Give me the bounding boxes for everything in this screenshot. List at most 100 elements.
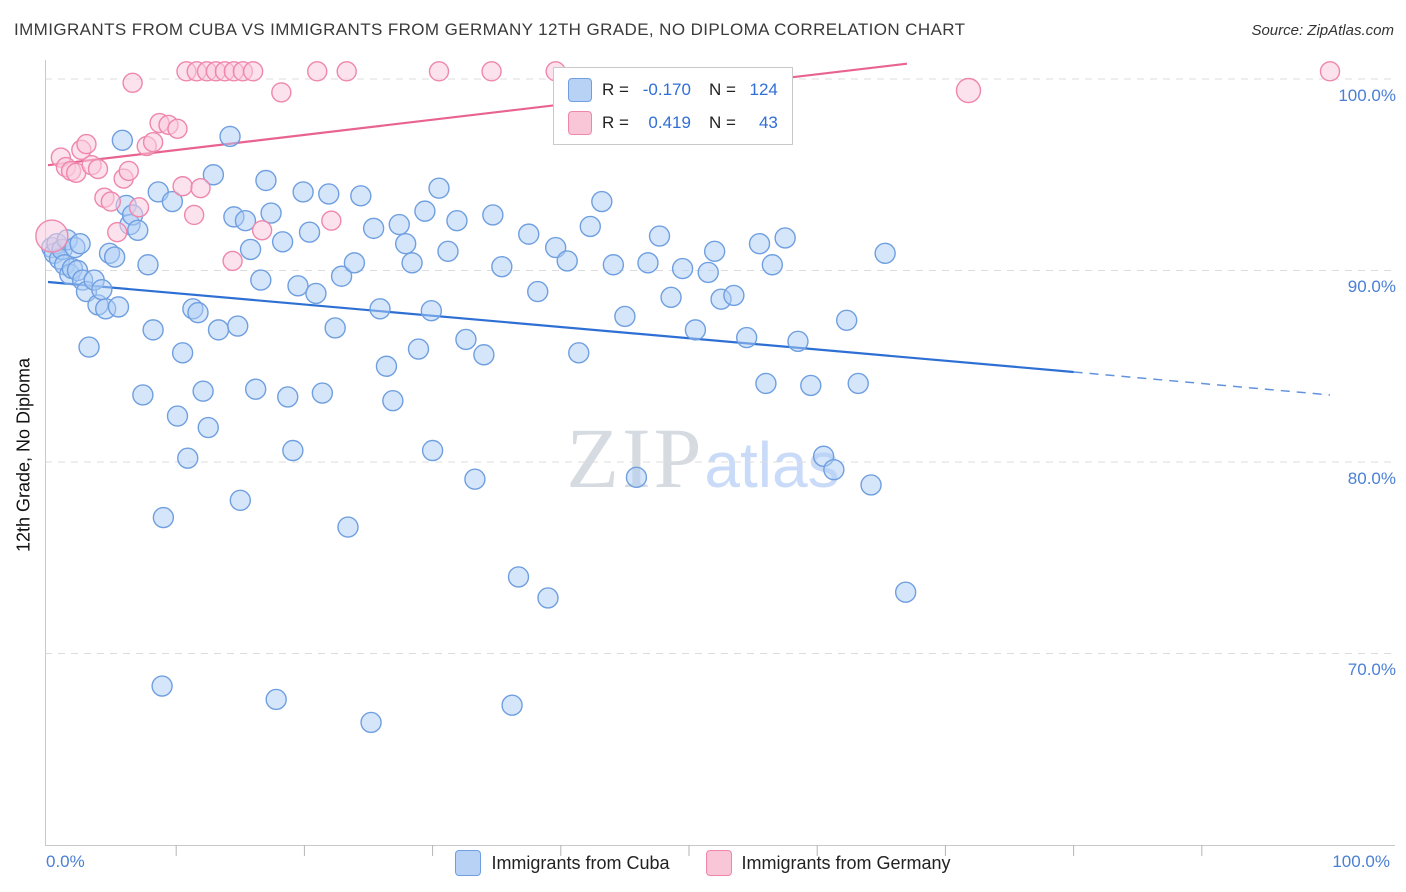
data-point-cuba[interactable] (755, 372, 777, 395)
data-point-cuba[interactable] (234, 210, 257, 232)
data-point-germany[interactable] (172, 176, 193, 197)
data-point-cuba[interactable] (171, 342, 194, 364)
data-point-cuba[interactable] (298, 221, 321, 243)
data-point-cuba[interactable] (382, 390, 404, 412)
data-point-cuba[interactable] (330, 265, 353, 287)
data-point-cuba[interactable] (219, 125, 241, 148)
data-point-cuba[interactable] (78, 336, 100, 358)
data-point-germany[interactable] (428, 61, 450, 82)
data-point-cuba[interactable] (394, 232, 417, 255)
data-point-cuba[interactable] (748, 232, 771, 255)
data-point-cuba[interactable] (229, 489, 252, 511)
data-point-germany[interactable] (955, 77, 982, 104)
data-point-cuba[interactable] (202, 164, 225, 186)
data-point-cuba[interactable] (464, 468, 486, 490)
data-point-cuba[interactable] (437, 240, 459, 263)
data-point-cuba[interactable] (823, 458, 845, 481)
data-point-cuba[interactable] (518, 223, 540, 245)
data-point-germany[interactable] (76, 133, 97, 155)
data-point-cuba[interactable] (91, 278, 113, 301)
data-point-cuba[interactable] (697, 261, 719, 284)
data-point-germany[interactable] (222, 250, 243, 272)
data-point-cuba[interactable] (107, 296, 130, 318)
data-point-cuba[interactable] (847, 372, 869, 395)
data-point-cuba[interactable] (602, 254, 625, 276)
data-point-cuba[interactable] (401, 252, 423, 274)
data-point-cuba[interactable] (537, 587, 559, 609)
data-point-cuba[interactable] (455, 328, 477, 351)
data-point-germany[interactable] (183, 204, 205, 226)
data-point-cuba[interactable] (132, 384, 154, 406)
data-point-germany[interactable] (242, 61, 264, 82)
data-point-germany[interactable] (118, 160, 139, 182)
data-point-cuba[interactable] (271, 231, 294, 253)
data-point-cuba[interactable] (324, 317, 346, 339)
data-point-germany[interactable] (100, 191, 122, 212)
data-point-cuba[interactable] (69, 232, 91, 255)
data-point-cuba[interactable] (860, 474, 882, 496)
data-point-cuba[interactable] (152, 506, 175, 529)
data-point-germany[interactable] (307, 61, 328, 82)
data-point-cuba[interactable] (255, 169, 277, 192)
data-point-cuba[interactable] (684, 319, 707, 341)
data-point-cuba[interactable] (579, 215, 601, 238)
data-point-cuba[interactable] (735, 326, 758, 349)
data-point-germany[interactable] (128, 197, 150, 218)
data-point-cuba[interactable] (388, 213, 410, 236)
data-point-cuba[interactable] (568, 342, 590, 364)
data-point-cuba[interactable] (197, 416, 219, 439)
data-point-germany[interactable] (167, 118, 188, 139)
data-point-germany[interactable] (35, 219, 69, 253)
data-point-cuba[interactable] (192, 380, 214, 402)
data-point-cuba[interactable] (292, 181, 314, 203)
data-point-cuba[interactable] (414, 200, 436, 222)
data-point-cuba[interactable] (614, 305, 636, 328)
data-point-cuba[interactable] (239, 238, 262, 261)
data-point-cuba[interactable] (260, 202, 282, 224)
data-point-cuba[interactable] (527, 280, 549, 303)
data-point-cuba[interactable] (428, 177, 450, 199)
data-point-cuba[interactable] (420, 300, 443, 322)
data-point-germany[interactable] (271, 82, 292, 103)
data-point-cuba[interactable] (282, 439, 304, 462)
data-point-cuba[interactable] (671, 257, 694, 280)
data-point-cuba[interactable] (142, 319, 164, 341)
data-point-cuba[interactable] (421, 439, 444, 462)
data-point-cuba[interactable] (151, 675, 173, 697)
data-point-cuba[interactable] (244, 378, 267, 400)
data-point-cuba[interactable] (774, 227, 796, 249)
data-point-cuba[interactable] (250, 269, 272, 291)
data-point-cuba[interactable] (507, 566, 530, 588)
data-point-cuba[interactable] (556, 250, 578, 272)
data-point-germany[interactable] (142, 131, 164, 153)
data-point-cuba[interactable] (501, 694, 523, 716)
data-point-cuba[interactable] (703, 240, 726, 263)
data-point-cuba[interactable] (446, 210, 468, 232)
data-point-germany[interactable] (190, 177, 211, 199)
data-point-germany[interactable] (107, 221, 128, 243)
data-point-cuba[interactable] (227, 315, 249, 337)
data-point-cuba[interactable] (787, 330, 809, 353)
data-point-cuba[interactable] (637, 252, 659, 274)
data-point-cuba[interactable] (591, 190, 613, 213)
data-point-cuba[interactable] (265, 688, 287, 711)
data-point-cuba[interactable] (362, 217, 385, 240)
data-point-cuba[interactable] (277, 386, 299, 408)
data-point-cuba[interactable] (287, 275, 309, 297)
data-point-cuba[interactable] (166, 405, 189, 427)
data-point-cuba[interactable] (127, 219, 149, 241)
data-point-germany[interactable] (336, 61, 357, 82)
data-point-cuba[interactable] (375, 355, 398, 377)
data-point-cuba[interactable] (103, 246, 126, 268)
data-point-cuba[interactable] (660, 286, 682, 309)
data-point-cuba[interactable] (835, 309, 858, 331)
data-point-cuba[interactable] (360, 711, 382, 734)
data-point-cuba[interactable] (761, 254, 784, 276)
data-point-cuba[interactable] (318, 183, 340, 205)
data-point-cuba[interactable] (491, 255, 513, 278)
data-point-cuba[interactable] (369, 298, 391, 320)
data-point-cuba[interactable] (874, 242, 896, 264)
data-point-cuba[interactable] (187, 301, 209, 324)
data-point-germany[interactable] (122, 72, 143, 94)
data-point-cuba[interactable] (177, 447, 199, 469)
